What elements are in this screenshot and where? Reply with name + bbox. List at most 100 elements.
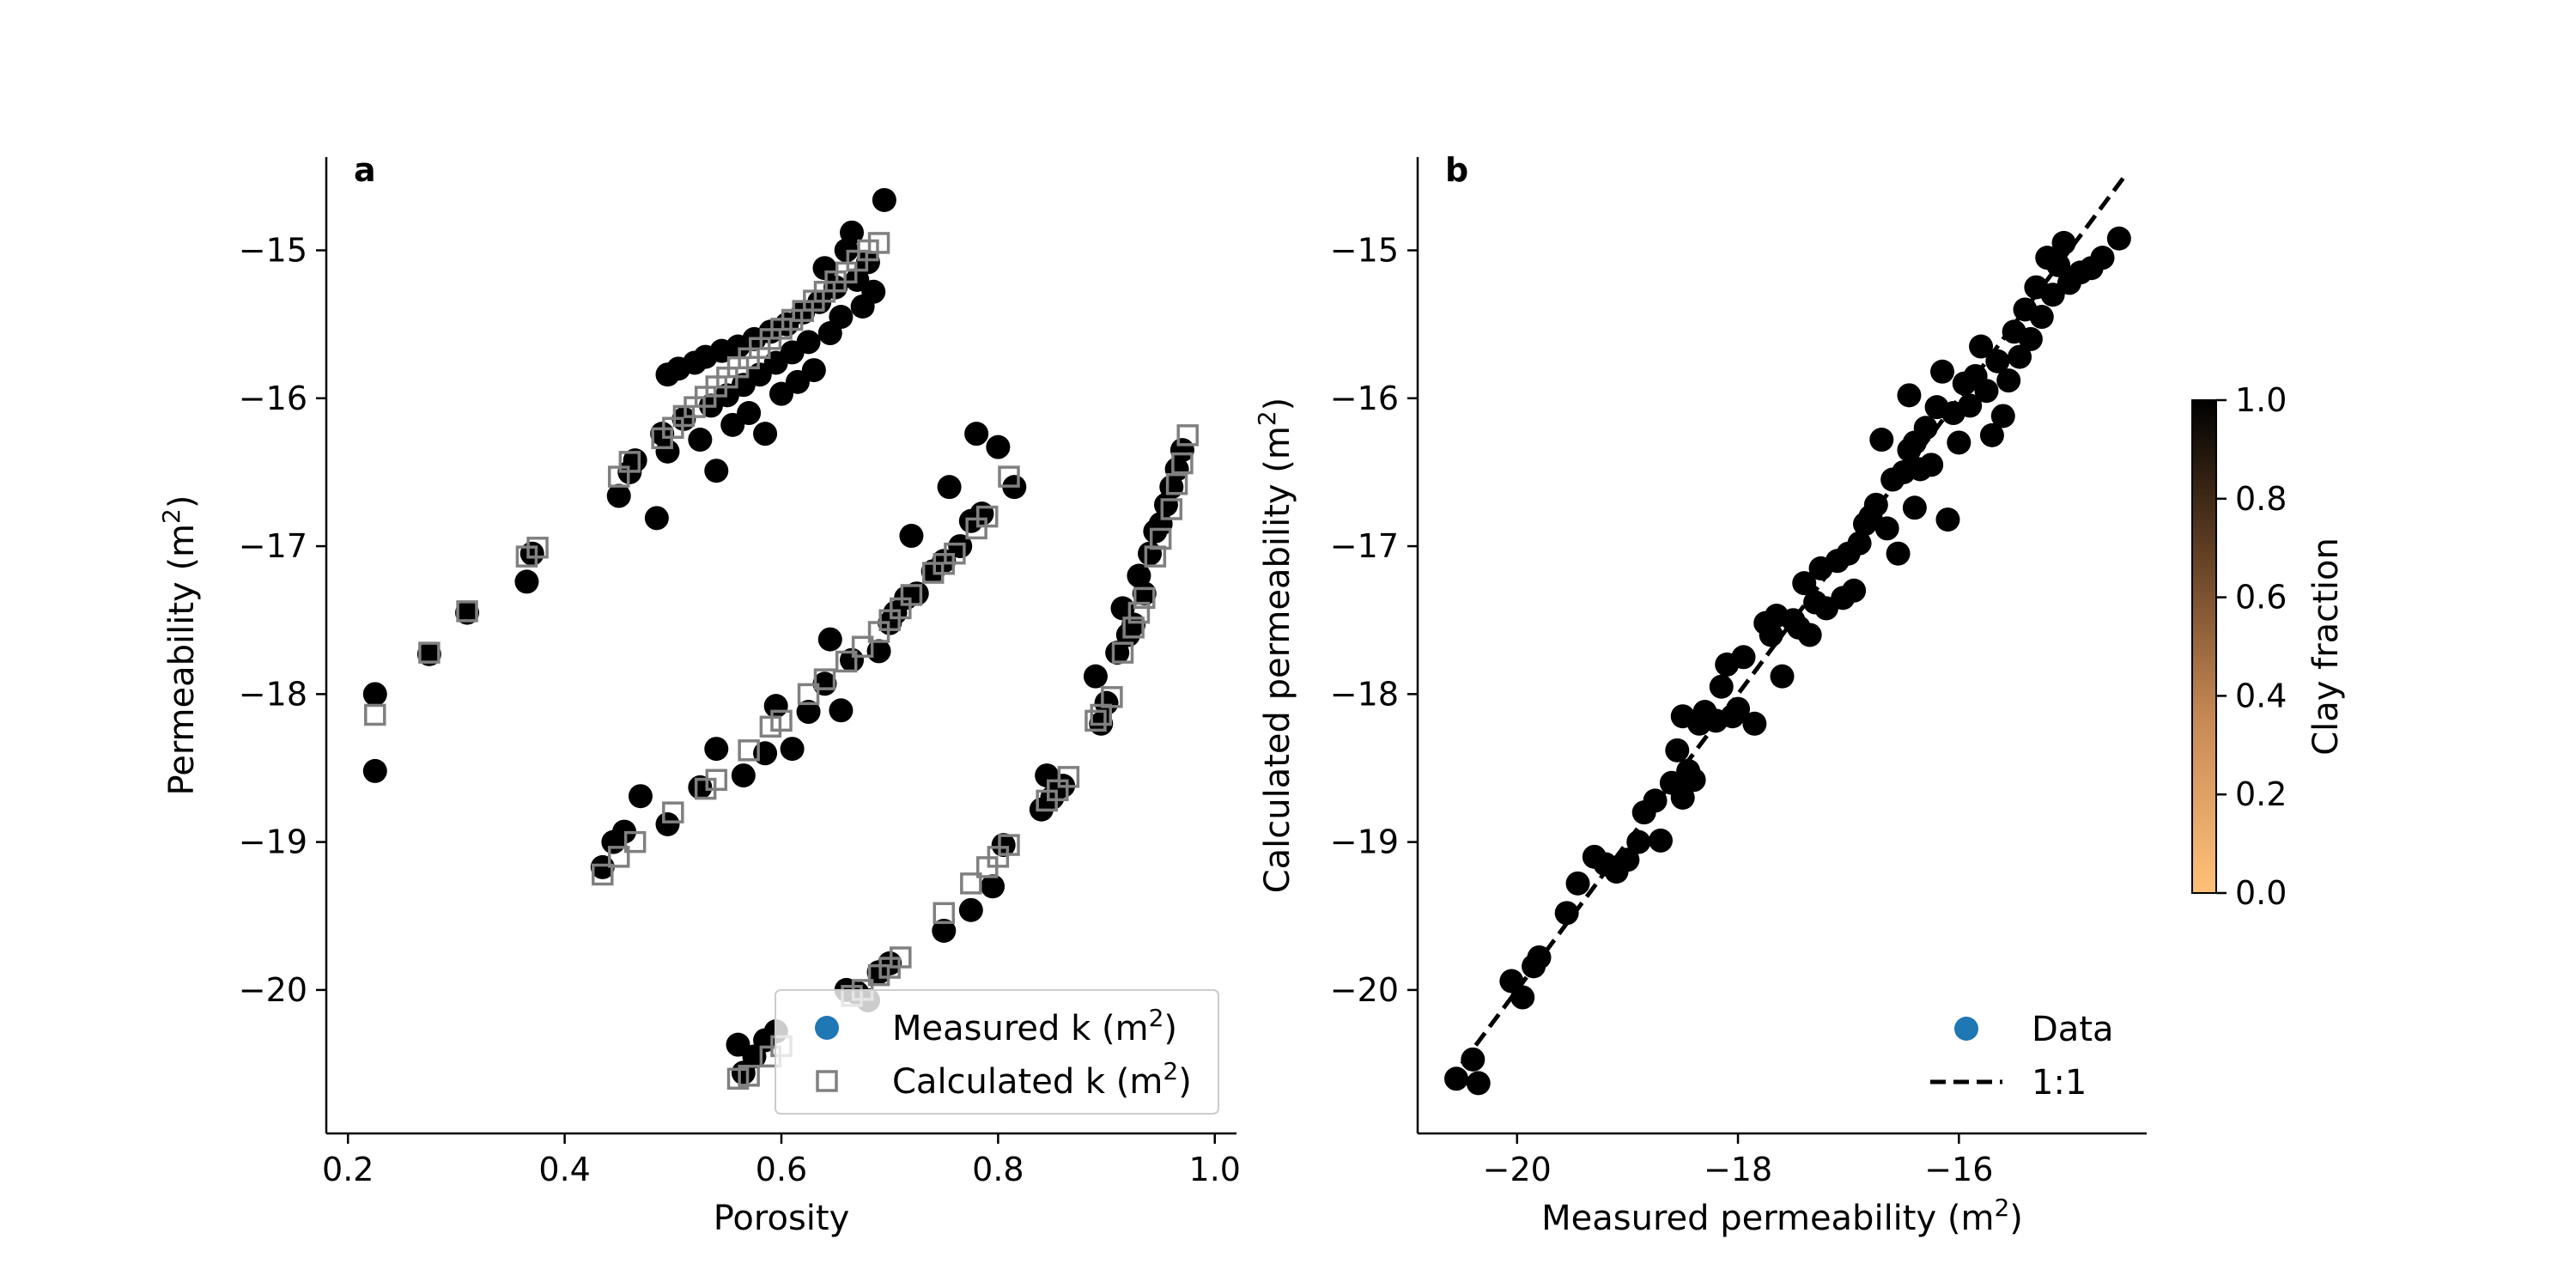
measured-point xyxy=(1886,541,1911,566)
y-axis-label: Permeability (m2) xyxy=(157,495,203,796)
measured-point xyxy=(801,358,826,383)
panel-a: 0.2 0.4 0.6 0.8 1.0 −15 −16 −17 −18 −19 −20 a Porosi… xyxy=(157,151,1241,1238)
measured-point xyxy=(455,600,480,625)
measured-point xyxy=(840,647,865,672)
calculated-point xyxy=(998,465,1020,488)
y-tick-label: −15 xyxy=(1330,232,1399,270)
measured-point xyxy=(969,501,994,526)
x-axis-label: Porosity xyxy=(714,1199,850,1238)
measured-point xyxy=(937,475,962,500)
calculated-point xyxy=(867,232,890,254)
measured-point xyxy=(1996,368,2021,393)
measured-point xyxy=(1897,383,1922,408)
calculated-point xyxy=(770,709,793,732)
measured-point xyxy=(812,256,837,281)
calculated-point xyxy=(813,668,836,690)
legend-label: Data xyxy=(2032,1010,2114,1049)
y-tick-label: −20 xyxy=(239,971,307,1009)
measured-point xyxy=(829,305,854,330)
measured-point xyxy=(1874,516,1899,541)
measured-point xyxy=(1731,645,1756,670)
colorbar-label: Clay fraction xyxy=(2306,538,2346,756)
calculated-point xyxy=(1084,709,1107,732)
y-tick-label: −18 xyxy=(239,675,307,713)
measured-point xyxy=(840,220,865,245)
measured-point xyxy=(1615,848,1640,872)
x-axis-label: Measured permeability (m2) xyxy=(1541,1194,2023,1239)
measured-point xyxy=(1742,711,1767,736)
panel-b: −20 −18 −16 −15 −16 −17 −18 −19 −20 b Measured per… xyxy=(1253,151,2147,1239)
measured-point xyxy=(1770,664,1795,689)
measured-point xyxy=(981,874,1005,899)
measured-point xyxy=(986,434,1011,459)
measured-point xyxy=(1902,495,1927,520)
measured-point xyxy=(958,897,983,922)
measured-point xyxy=(1466,1071,1491,1096)
measured-point xyxy=(763,694,788,719)
measured-point xyxy=(1869,428,1894,453)
x-tick-label: −16 xyxy=(1924,1151,1993,1188)
measured-point xyxy=(1985,349,2010,374)
measured-point xyxy=(1565,871,1590,896)
measured-point xyxy=(2090,246,2115,270)
measured-point xyxy=(1626,829,1651,854)
calculated-point xyxy=(623,830,647,854)
measured-point xyxy=(1643,788,1668,813)
panel-label: b xyxy=(1445,151,1468,189)
calculated-point xyxy=(1149,527,1172,550)
measured-point xyxy=(628,784,653,809)
colorbar: 0.0 0.2 0.4 0.6 0.8 1.0 Clay fraction xyxy=(2191,381,2346,912)
panel-label: a xyxy=(354,151,376,189)
y-tick-label: −17 xyxy=(1330,527,1399,565)
measured-point xyxy=(753,741,778,766)
measured-point xyxy=(1958,393,1983,418)
measured-point xyxy=(1797,623,1822,647)
measured-point xyxy=(1863,492,1888,517)
measured-point xyxy=(1681,768,1706,793)
colorbar-tick-label: 0.4 xyxy=(2235,677,2287,714)
measured-point xyxy=(704,459,729,483)
measured-point xyxy=(2051,230,2076,255)
measured-point xyxy=(796,330,821,355)
calculated-point xyxy=(1171,452,1194,475)
calculated-point xyxy=(1122,617,1145,639)
measured-point xyxy=(2029,305,2054,330)
measured-point xyxy=(796,700,821,725)
y-tick-label: −20 xyxy=(1330,971,1399,1009)
calculated-point xyxy=(526,537,549,559)
measured-point xyxy=(2008,344,2032,369)
calculated-point xyxy=(456,600,478,623)
measured-point xyxy=(2040,283,2065,307)
calculated-point xyxy=(662,801,684,823)
measured-point xyxy=(655,439,680,464)
measured-point xyxy=(1759,623,1783,647)
x-tick-label: 0.4 xyxy=(538,1151,590,1188)
calculated-point xyxy=(705,769,728,792)
measured-point xyxy=(932,918,957,943)
measured-point xyxy=(872,187,896,212)
calculated-point xyxy=(998,834,1020,856)
colorbar-tick-label: 0.0 xyxy=(2235,874,2287,912)
colorbar-tick-label: 0.8 xyxy=(2235,480,2287,518)
y-axis-label: Calculated permeability (m2) xyxy=(1253,398,1298,894)
measured-point xyxy=(416,641,441,666)
calculated-point xyxy=(976,505,999,528)
measured-point xyxy=(644,506,669,531)
measured-point xyxy=(1665,738,1690,762)
y-tick-label: −18 xyxy=(1330,675,1399,713)
measured-point xyxy=(1554,901,1579,926)
x-tick-label: 0.8 xyxy=(972,1151,1024,1188)
measured-point xyxy=(1919,453,1944,477)
calculated-point xyxy=(944,542,966,565)
x-tick-label: −20 xyxy=(1483,1151,1552,1188)
x-tick-label: 0.6 xyxy=(756,1151,807,1188)
calculated-point xyxy=(1165,472,1188,495)
calculated-point xyxy=(960,872,982,895)
measured-point xyxy=(861,279,886,304)
measured-point xyxy=(1726,696,1751,721)
colorbar-tick-label: 0.6 xyxy=(2235,579,2287,617)
colorbar-gradient xyxy=(2191,399,2217,894)
calculated-point xyxy=(851,635,874,658)
calculated-point xyxy=(1057,766,1080,788)
